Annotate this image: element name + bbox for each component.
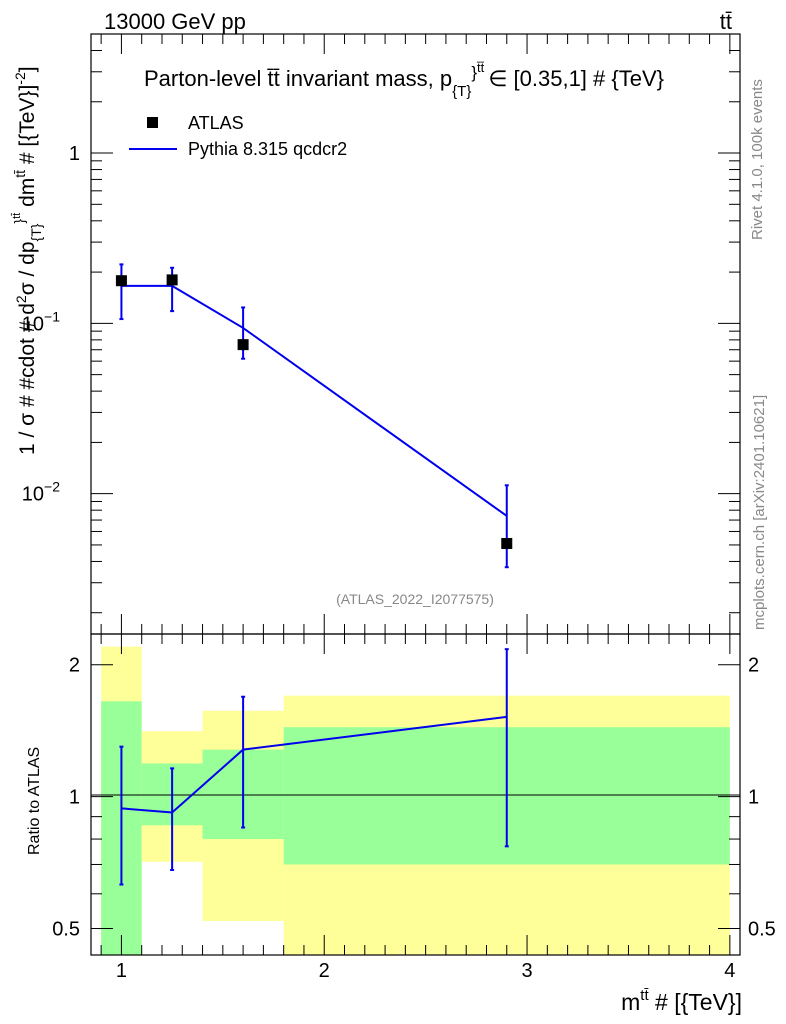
ratio-y-axis-label: Ratio to ATLAS bbox=[26, 747, 43, 855]
legend: ATLAS Pythia 8.315 qcdcr2 bbox=[129, 113, 347, 159]
ratio-y-tick-label-right: 2 bbox=[748, 655, 759, 677]
ratio-frame bbox=[90, 633, 741, 956]
data-point bbox=[237, 339, 249, 351]
data-point bbox=[115, 275, 127, 287]
ratio-mc-line bbox=[121, 715, 507, 814]
mc-line bbox=[121, 284, 508, 517]
ratio-axis-ticks: 0.5 0.5 1 1 2 2 1 2 3 4 bbox=[52, 634, 776, 982]
rivet-label: Rivet 4.1.0, 100k events bbox=[749, 79, 766, 240]
main-y-axis-label: 1 / σ # #cdot # d2σ / dp{T}}tt̄ dmtt̄ # … bbox=[11, 66, 44, 455]
uncertainty-bands bbox=[101, 646, 730, 955]
data-point bbox=[501, 537, 513, 549]
x-tick-label: 3 bbox=[521, 960, 532, 982]
ratio-y-tick-label-left: 1 bbox=[69, 787, 80, 809]
mc-curve-group bbox=[119, 263, 509, 569]
data-point bbox=[166, 274, 178, 286]
analysis-id: (ATLAS_2022_I2077575) bbox=[336, 591, 494, 607]
data-points-group bbox=[115, 274, 513, 549]
ratio-y-tick-label-left: 0.5 bbox=[52, 918, 80, 940]
process-label: tt̄ bbox=[720, 9, 732, 34]
main-panel: 110−110−2 Parton-level t̄t̄ invariant ma… bbox=[22, 33, 741, 635]
ratio-mc-curve bbox=[119, 648, 509, 886]
ratio-panel: 0.5 0.5 1 1 2 2 1 2 3 4 bbox=[52, 633, 776, 982]
mcplots-label: mcplots.cern.ch [arXiv:2401.10621] bbox=[751, 395, 768, 630]
ratio-y-tick-label-right: 1 bbox=[748, 787, 759, 809]
energy-label: 13000 GeV pp bbox=[104, 9, 246, 34]
ratio-y-tick-label-left: 2 bbox=[69, 655, 80, 677]
legend-data-marker bbox=[147, 117, 158, 128]
ratio-y-tick-label-right: 0.5 bbox=[748, 918, 776, 940]
chart-title: Parton-level t̄t̄ invariant mass, p{T}}t… bbox=[144, 60, 664, 100]
x-tick-label: 4 bbox=[724, 960, 735, 982]
legend-label-atlas: ATLAS bbox=[188, 113, 244, 133]
main-y-tick-label: 10−2 bbox=[22, 479, 60, 506]
x-axis-label: mtt̄ # [{TeV}] bbox=[621, 987, 742, 1015]
main-y-tick-label: 1 bbox=[69, 143, 80, 165]
main-axis-ticks: 110−110−2 bbox=[22, 33, 740, 634]
x-tick-label: 1 bbox=[116, 960, 127, 982]
legend-label-pythia: Pythia 8.315 qcdcr2 bbox=[188, 139, 347, 159]
x-tick-label: 2 bbox=[319, 960, 330, 982]
